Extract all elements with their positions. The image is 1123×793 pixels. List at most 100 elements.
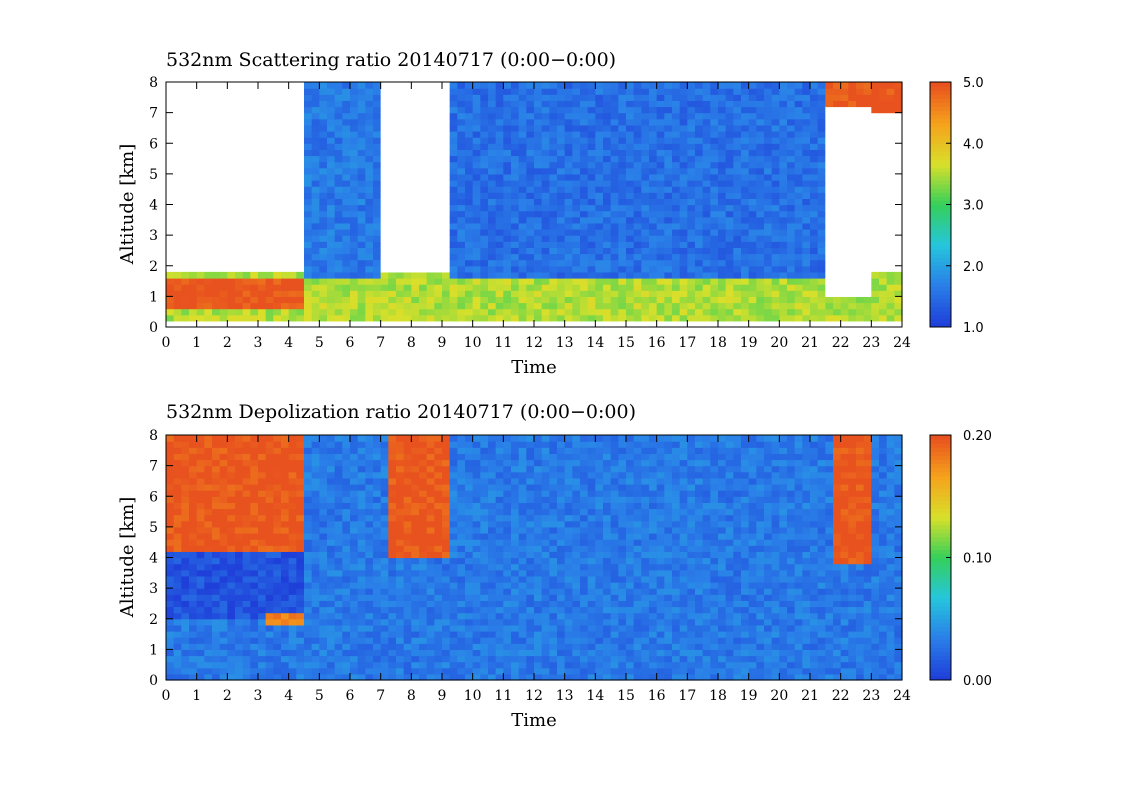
heatmap-cell (419, 118, 428, 126)
heatmap-cell (856, 229, 865, 236)
heatmap-cell (457, 435, 466, 442)
heatmap-cell (304, 533, 313, 540)
heatmap-cell (442, 606, 451, 614)
heatmap-cell (825, 180, 834, 187)
heatmap-cell (258, 563, 267, 571)
heatmap-cell (258, 508, 267, 516)
heatmap-cell (373, 618, 382, 626)
heatmap-cell (817, 259, 826, 267)
heatmap-cell (357, 308, 366, 316)
heatmap-cell (373, 88, 382, 95)
heatmap-cell (595, 143, 604, 150)
heatmap-cell (457, 508, 466, 516)
heatmap-cell (764, 278, 773, 285)
heatmap-cell (480, 447, 489, 454)
heatmap-cell (465, 435, 474, 442)
heatmap-cell (626, 198, 635, 206)
heatmap-cell (442, 82, 451, 89)
heatmap-cell (334, 308, 343, 316)
heatmap-cell (242, 606, 251, 614)
heatmap-cell (472, 247, 481, 255)
heatmap-cell (342, 112, 351, 120)
heatmap-cell (810, 216, 819, 224)
heatmap-cell (649, 247, 658, 255)
heatmap-cell (426, 526, 435, 534)
heatmap-cell (434, 631, 443, 638)
heatmap-cell (434, 265, 443, 273)
heatmap-cell (626, 94, 635, 101)
heatmap-cell (610, 118, 619, 126)
heatmap-cell (388, 259, 397, 267)
scattering-xlabel: Time (511, 357, 556, 378)
heatmap-cell (235, 563, 244, 571)
heatmap-cell (618, 314, 627, 322)
heatmap-cell (442, 94, 451, 101)
heatmap-cell (411, 612, 420, 620)
colorbar-swatch (930, 196, 951, 201)
heatmap-cell (672, 173, 681, 181)
heatmap-cell (311, 143, 320, 150)
heatmap-cell (311, 167, 320, 175)
heatmap-cell (848, 186, 857, 193)
heatmap-cell (710, 137, 719, 144)
heatmap-cell (534, 247, 543, 255)
heatmap-cell (311, 216, 320, 224)
heatmap-cell (319, 655, 328, 663)
heatmap-cell (296, 637, 305, 644)
heatmap-cell (166, 453, 175, 461)
heatmap-cell (304, 575, 313, 583)
heatmap-cell (840, 180, 849, 187)
heatmap-cell (748, 94, 757, 101)
heatmap-cell (288, 508, 297, 516)
heatmap-cell (204, 618, 213, 626)
heatmap-cell (281, 600, 290, 608)
heatmap-cell (756, 198, 765, 206)
heatmap-cell (403, 624, 412, 632)
heatmap-cell (664, 82, 673, 89)
heatmap-cell (311, 649, 320, 657)
heatmap-cell (273, 453, 282, 461)
heatmap-cell (472, 502, 481, 510)
x-tick-label: 18 (709, 335, 727, 351)
heatmap-cell (649, 100, 658, 108)
heatmap-cell (871, 314, 880, 322)
heatmap-cell (258, 471, 267, 479)
heatmap-cell (465, 302, 474, 310)
heatmap-cell (311, 180, 320, 187)
heatmap-cell (618, 222, 627, 230)
heatmap-cell (725, 210, 734, 218)
heatmap-cell (649, 229, 658, 236)
heatmap-cell (633, 94, 642, 101)
heatmap-cell (756, 106, 765, 114)
heatmap-cell (610, 210, 619, 218)
heatmap-cell (235, 278, 244, 285)
heatmap-cell (572, 118, 581, 126)
heatmap-cell (633, 143, 642, 150)
heatmap-cell (434, 278, 443, 285)
heatmap-cell (649, 137, 658, 144)
heatmap-cell (288, 502, 297, 510)
heatmap-cell (227, 459, 236, 467)
heatmap-cell (242, 484, 251, 491)
heatmap-cell (856, 284, 865, 291)
heatmap-cell (718, 278, 727, 285)
heatmap-cell (710, 100, 719, 108)
heatmap-cell (488, 265, 497, 273)
heatmap-cell (173, 612, 182, 620)
heatmap-cell (756, 149, 765, 157)
heatmap-cell (258, 533, 267, 540)
heatmap-cell (679, 118, 688, 126)
heatmap-cell (626, 314, 635, 322)
heatmap-cell (488, 167, 497, 175)
heatmap-cell (664, 278, 673, 285)
heatmap-cell (511, 88, 520, 95)
heatmap-cell (863, 161, 872, 169)
heatmap-cell (741, 192, 750, 199)
heatmap-cell (756, 284, 765, 291)
heatmap-cell (327, 508, 336, 516)
heatmap-cell (388, 606, 397, 614)
heatmap-cell (204, 631, 213, 638)
heatmap-cell (265, 643, 274, 650)
heatmap-cell (350, 471, 359, 479)
heatmap-cell (273, 533, 282, 540)
